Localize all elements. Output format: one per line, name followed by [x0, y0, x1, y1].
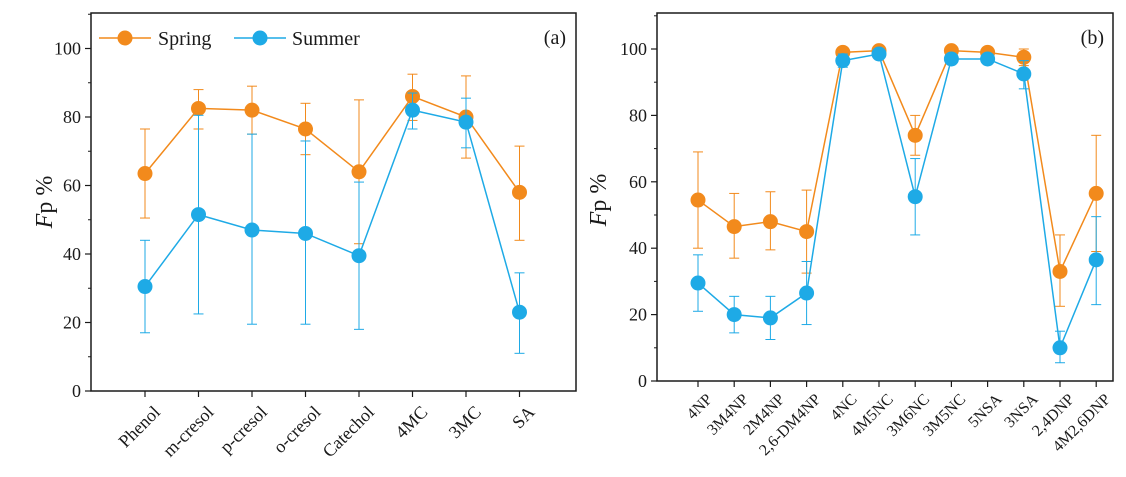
y-tick-label-b: 40 — [629, 238, 647, 258]
x-tick-label-a: 3MC — [445, 402, 485, 442]
x-tick-label-a: 4MC — [391, 402, 431, 442]
data-point-summer-b — [1052, 340, 1068, 356]
chart-panel-b: (b) Fp % 0204060801004NP3M4NP2M4NP2,6-DM… — [586, 12, 1114, 459]
legend-marker-summer — [252, 30, 268, 46]
x-tick-label-b: 4NP — [684, 391, 716, 423]
y-tick-label-a: 20 — [63, 313, 81, 333]
data-point-summer-a — [458, 114, 474, 130]
data-point-spring-a — [298, 121, 313, 137]
data-point-summer-b — [907, 189, 923, 205]
data-point-summer-b — [835, 53, 851, 69]
plot-frame-a — [90, 12, 577, 392]
y-tick-label-b: 20 — [629, 305, 647, 325]
y-tick-label-a: 40 — [63, 244, 81, 264]
data-point-spring-b — [1088, 185, 1104, 201]
legend-label-spring: Spring — [158, 28, 211, 50]
panel-label-a: (a) — [544, 27, 566, 49]
data-point-spring-b — [762, 214, 778, 230]
data-point-summer-a — [512, 304, 527, 320]
y-axis-label-a: Fp % — [32, 176, 58, 230]
y-tick-label-b: 60 — [629, 172, 647, 192]
chart-panel-a: (a) Fp % Spring Summer 0 20 40 60 80 100 Pheno… — [32, 12, 577, 461]
data-point-summer-b — [980, 51, 996, 67]
y-tick-label-a: 0 — [72, 381, 81, 401]
legend: Spring Summer — [99, 28, 360, 50]
data-point-spring-b — [799, 224, 815, 240]
series-line-summer-a — [144, 109, 521, 313]
legend-marker-spring — [117, 30, 133, 46]
data-point-summer-a — [405, 102, 420, 118]
series-line-spring-b — [697, 49, 1097, 274]
data-point-spring-a — [512, 184, 527, 200]
data-point-summer-b — [943, 51, 959, 67]
x-tick-label-a: SA — [508, 402, 538, 432]
data-point-summer-b — [690, 275, 706, 291]
y-axis-label-b: Fp % — [586, 174, 612, 228]
data-point-summer-a — [298, 225, 313, 241]
data-point-summer-a — [244, 222, 260, 238]
x-tick-label-b: 5NSA — [965, 391, 1006, 432]
data-point-spring-a — [137, 166, 153, 182]
y-tick-label-b: 80 — [629, 105, 647, 125]
series-line-summer-b — [697, 53, 1097, 351]
x-tick-label-a: Phenol — [115, 402, 165, 452]
data-point-summer-b — [799, 285, 815, 301]
data-point-spring-a — [244, 102, 260, 118]
legend-label-summer: Summer — [292, 28, 360, 50]
data-point-summer-a — [191, 207, 206, 223]
x-tick-label-a: o-cresol — [269, 402, 324, 457]
y-tick-label-b: 100 — [620, 39, 647, 59]
y-tick-label-a: 100 — [54, 39, 81, 59]
x-tick-label-a: m-cresol — [159, 402, 218, 461]
x-tick-label-a: p-cresol — [216, 402, 271, 457]
y-tick-label-b: 0 — [638, 371, 647, 391]
y-tick-label-a: 60 — [63, 176, 81, 196]
data-point-spring-a — [351, 164, 367, 180]
data-point-summer-b — [871, 46, 887, 62]
series-line-spring-a — [144, 95, 521, 193]
data-point-spring-b — [907, 127, 923, 143]
data-point-summer-b — [762, 310, 778, 326]
data-point-summer-b — [1088, 252, 1104, 268]
data-point-spring-b — [726, 219, 742, 235]
plot-frame-b — [656, 12, 1114, 382]
data-point-spring-b — [690, 192, 706, 208]
panel-label-b: (b) — [1081, 27, 1104, 49]
data-point-summer-a — [137, 279, 153, 295]
data-point-summer-a — [351, 248, 367, 264]
data-point-spring-a — [191, 100, 206, 116]
y-tick-label-a: 80 — [63, 107, 81, 127]
data-point-spring-b — [1052, 263, 1068, 279]
x-tick-label-a: Catechol — [319, 402, 378, 461]
data-point-summer-b — [1016, 66, 1032, 82]
data-point-summer-b — [726, 307, 742, 323]
